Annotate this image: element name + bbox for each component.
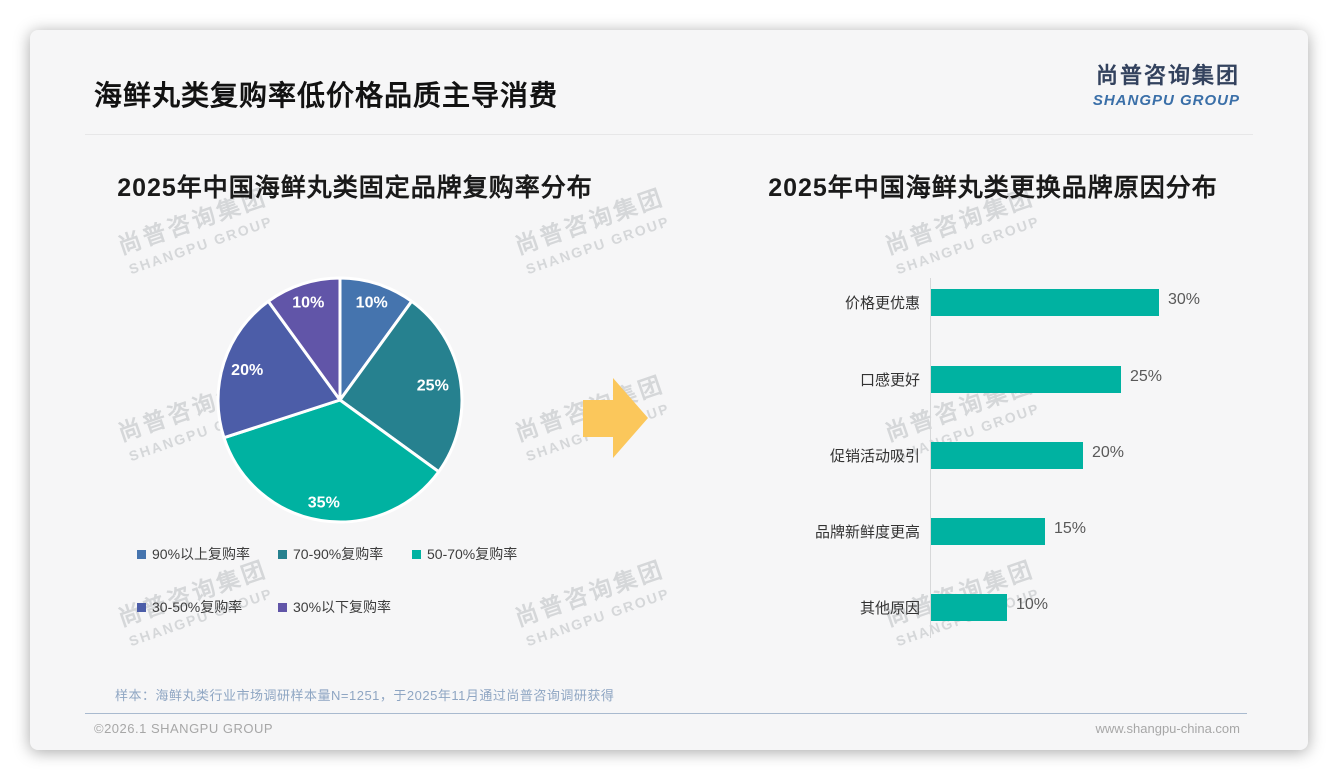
legend-item: 30%以下复购率 <box>278 597 391 617</box>
footer-website: www.shangpu-china.com <box>1095 721 1240 736</box>
bar-value-label: 25% <box>1130 368 1163 385</box>
watermark-en-text: SHANGPU GROUP <box>523 212 672 278</box>
watermark-cn-text: 尚普咨询集团 <box>511 555 668 632</box>
legend-item: 30-50%复购率 <box>137 597 242 617</box>
pie-slice-label: 20% <box>231 362 263 379</box>
bar-category-label: 其他原因 <box>859 600 920 617</box>
bar-category-label: 口感更好 <box>859 372 920 389</box>
bar <box>931 518 1045 545</box>
pie-slice-2 <box>222 398 441 524</box>
bar <box>931 289 1159 316</box>
legend-item: 50-70%复购率 <box>412 544 517 564</box>
bar-value-label: 15% <box>1054 520 1087 537</box>
legend-label: 30%以下复购率 <box>293 599 392 615</box>
watermark-en-text: SHANGPU GROUP <box>126 584 275 650</box>
logo-en-text: SHANGPU GROUP <box>1092 92 1240 109</box>
logo: 尚普咨询集团 SHANGPU GROUP <box>1093 58 1240 109</box>
footer-divider <box>85 713 1247 714</box>
bar-value-label: 20% <box>1092 444 1125 461</box>
watermark-cn-text: 尚普咨询集团 <box>114 555 271 632</box>
legend-marker-icon <box>278 549 287 559</box>
sample-note: 样本：海鲜丸类行业市场调研样本量N=1251，于2025年11月通过尚普咨询调研… <box>115 688 615 703</box>
legend-item: 70-90%复购率 <box>278 544 383 564</box>
title-divider <box>85 134 1253 135</box>
bar-value-label: 10% <box>1016 596 1049 613</box>
legend-label: 50-70%复购率 <box>427 546 518 562</box>
legend-item: 90%以上复购率 <box>137 544 250 564</box>
pie-slice-3 <box>216 299 342 440</box>
bar-category-label: 价格更优惠 <box>844 295 920 312</box>
page-title: 海鲜丸类复购率低价格品质主导消费 <box>94 80 559 111</box>
arrow-right-icon <box>583 378 648 458</box>
bar-value-label: 30% <box>1168 291 1201 308</box>
bar-category-label: 品牌新鲜度更高 <box>814 524 920 541</box>
bar-chart: 价格更优惠 30% 口感更好 25% 促销活动吸引 20% 品牌新鲜度更高 15% 其他原因 10… <box>690 270 1290 650</box>
slide: 尚普咨询集团 SHANGPU GROUP 尚普咨询集团 SHANGPU GROUP 尚普… <box>30 30 1308 750</box>
logo-cn-text: 尚普咨询集团 <box>1095 63 1240 88</box>
bar-chart-axis <box>930 278 931 638</box>
legend-label: 90%以上复购率 <box>152 546 251 562</box>
legend-marker-icon <box>137 602 146 612</box>
bar <box>931 366 1121 393</box>
pie-slice-label: 10% <box>292 295 324 312</box>
pie-slice-label: 35% <box>308 494 340 511</box>
bar-chart-title: 2025年中国海鲜丸类更换品牌原因分布 <box>768 174 1218 202</box>
footer-copyright: ©2026.1 SHANGPU GROUP <box>94 721 274 736</box>
legend-marker-icon <box>412 549 421 559</box>
watermark-en-text: SHANGPU GROUP <box>523 584 672 650</box>
bar-category-label: 促销活动吸引 <box>829 448 920 465</box>
legend-label: 70-90%复购率 <box>293 546 384 562</box>
arrow-right-shape <box>583 378 648 458</box>
watermark-en-text: SHANGPU GROUP <box>893 212 1042 278</box>
pie-slice-label: 25% <box>417 377 449 394</box>
pie-slice-1 <box>338 299 464 474</box>
bar <box>931 594 1007 621</box>
pie-chart: 10% 25% 35% 20% 10% <box>216 276 464 524</box>
pie-slice-label: 10% <box>356 295 388 312</box>
pie-slice-4 <box>266 276 342 402</box>
legend-label: 30-50%复购率 <box>152 599 243 615</box>
bar <box>931 442 1083 469</box>
legend-marker-icon <box>137 549 146 559</box>
pie-chart-title: 2025年中国海鲜丸类固定品牌复购率分布 <box>117 174 593 202</box>
watermark-en-text: SHANGPU GROUP <box>126 212 275 278</box>
legend-marker-icon <box>278 602 287 612</box>
